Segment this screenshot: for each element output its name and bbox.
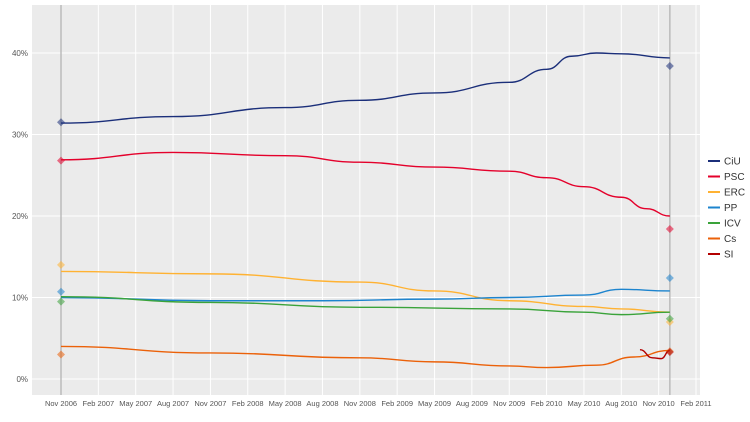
legend-label: PP — [724, 203, 738, 214]
x-tick-label: Nov 2010 — [643, 399, 675, 408]
x-tick-label: Feb 2007 — [83, 399, 115, 408]
x-tick-label: Aug 2010 — [605, 399, 637, 408]
result-marker-ciu — [57, 118, 65, 127]
legend-label: ICV — [724, 219, 741, 230]
x-tick-label: Feb 2011 — [680, 399, 711, 408]
y-tick-label: 20% — [12, 212, 28, 221]
y-tick-label: 40% — [12, 49, 28, 58]
trend-line-ciu — [60, 52, 670, 124]
trend-line-si — [639, 348, 671, 360]
x-tick-label: Feb 2009 — [381, 399, 413, 408]
trend-line-psc — [60, 151, 670, 217]
legend-label: SI — [724, 250, 733, 261]
y-tick-label: 0% — [16, 375, 28, 384]
x-tick-label: Aug 2009 — [456, 399, 488, 408]
trend-line-erc — [60, 270, 670, 313]
result-marker-psc — [57, 156, 65, 165]
x-tick-label: Feb 2010 — [531, 399, 563, 408]
result-marker-psc — [665, 225, 674, 234]
x-tick-label: May 2007 — [119, 399, 152, 408]
x-tick-label: May 2008 — [269, 399, 302, 408]
result-marker-si — [665, 348, 674, 357]
x-tick-label: Nov 2006 — [45, 399, 77, 408]
x-tick-label: May 2009 — [418, 399, 451, 408]
x-tick-label: Aug 2007 — [157, 399, 189, 408]
result-marker-pp — [665, 273, 674, 282]
x-tick-label: Nov 2008 — [344, 399, 376, 408]
trend-line-cs — [60, 345, 670, 369]
y-tick-label: 30% — [12, 131, 28, 140]
result-marker-icv — [57, 297, 65, 306]
plot-background — [32, 5, 700, 395]
x-tick-label: May 2010 — [567, 399, 600, 408]
result-marker-icv — [665, 314, 674, 323]
result-marker-ciu — [665, 62, 674, 71]
legend-label: Cs — [724, 234, 736, 245]
x-tick-label: Aug 2008 — [306, 399, 338, 408]
result-marker-pp — [57, 287, 65, 296]
legend-label: PSC — [724, 172, 745, 183]
result-marker-erc — [57, 260, 65, 269]
legend-label: CiU — [724, 157, 741, 168]
trend-line-icv — [60, 295, 670, 316]
trend-line-pp — [60, 288, 670, 302]
result-marker-cs — [57, 350, 65, 359]
x-tick-label: Feb 2008 — [232, 399, 264, 408]
y-tick-label: 10% — [12, 294, 28, 303]
x-tick-label: Nov 2007 — [194, 399, 226, 408]
legend-label: ERC — [724, 188, 745, 199]
x-tick-label: Nov 2009 — [493, 399, 525, 408]
